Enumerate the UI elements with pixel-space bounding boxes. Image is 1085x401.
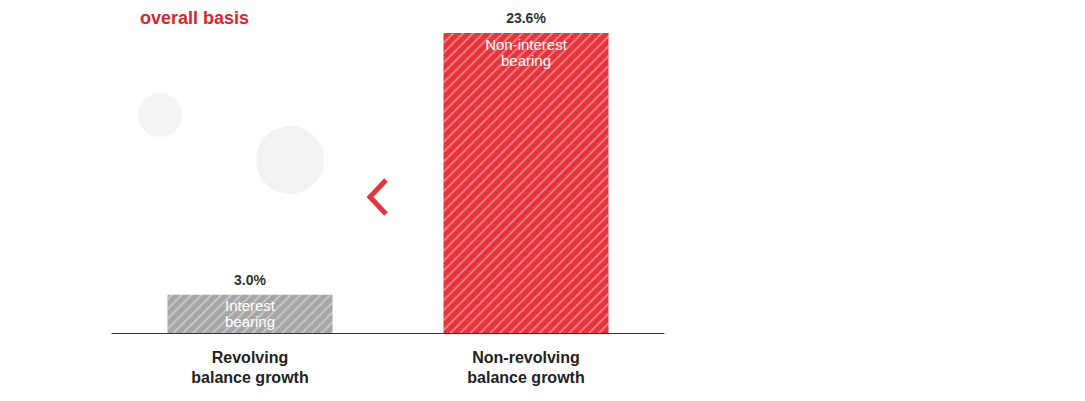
svg-text:Interest: Interest: [225, 297, 276, 314]
svg-text:balance growth: balance growth: [191, 369, 308, 386]
svg-text:23.6%: 23.6%: [506, 10, 546, 26]
svg-text:Non-interest: Non-interest: [485, 36, 568, 53]
svg-text:overall basis: overall basis: [140, 8, 249, 28]
svg-text:bearing: bearing: [501, 52, 551, 69]
svg-text:3.0%: 3.0%: [234, 272, 266, 288]
svg-text:Revolving: Revolving: [212, 349, 288, 366]
svg-text:Non-revolving: Non-revolving: [472, 349, 580, 366]
svg-text:balance growth: balance growth: [467, 369, 584, 386]
svg-text:bearing: bearing: [225, 313, 275, 330]
